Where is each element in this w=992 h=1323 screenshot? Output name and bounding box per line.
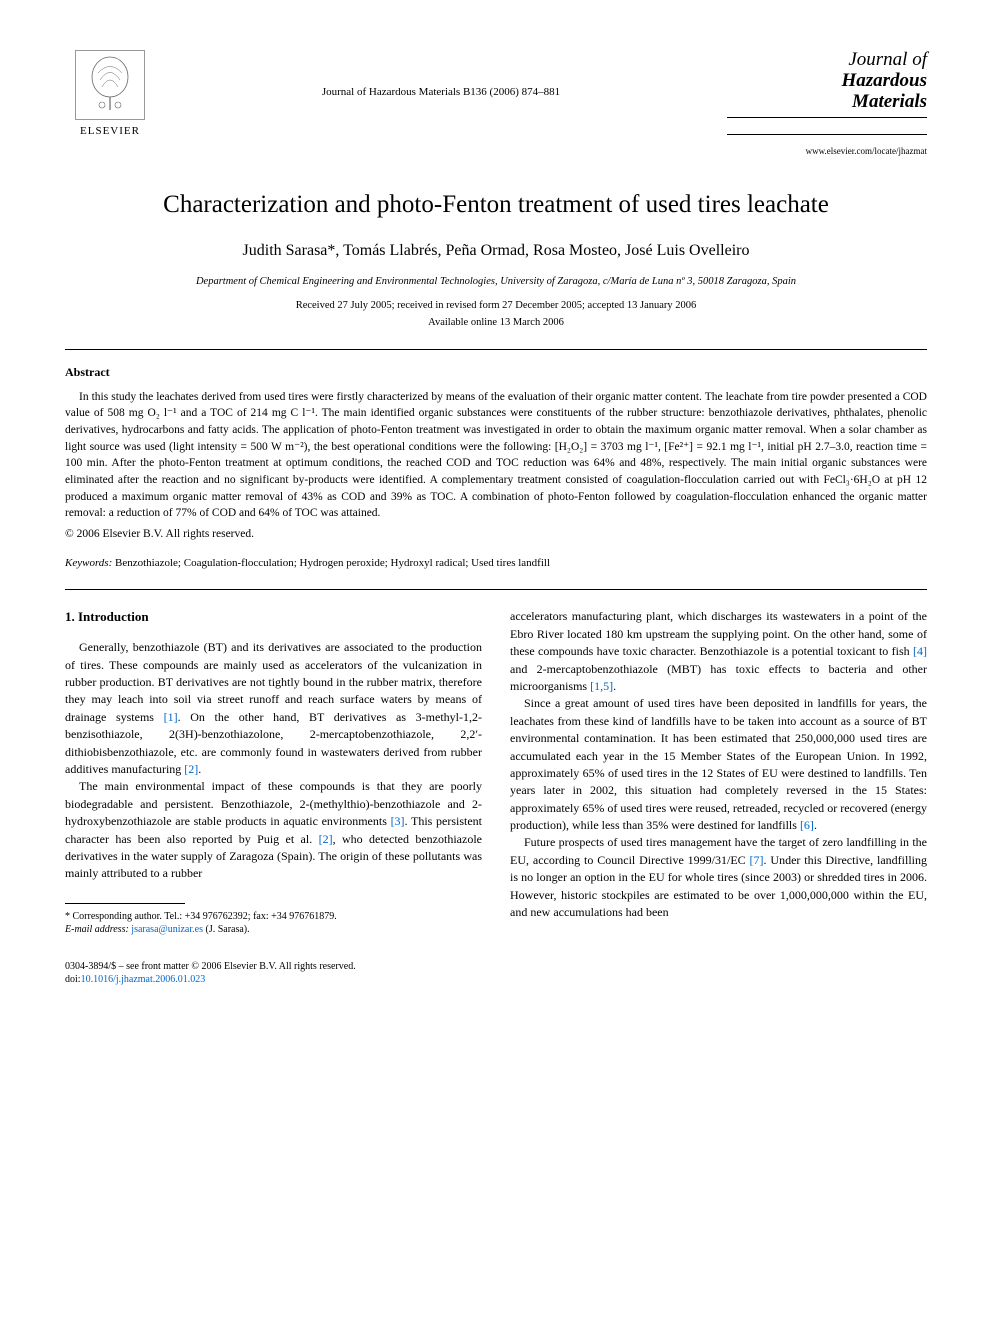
article-title: Characterization and photo-Fenton treatm…	[65, 187, 927, 222]
received-dates: Received 27 July 2005; received in revis…	[65, 299, 927, 314]
doi-line: doi:10.1016/j.jhazmat.2006.01.023	[65, 973, 927, 986]
left-column: 1. Introduction Generally, benzothiazole…	[65, 608, 482, 935]
publisher-name: ELSEVIER	[80, 124, 140, 139]
intro-heading: 1. Introduction	[65, 608, 482, 627]
doi-link[interactable]: 10.1016/j.jhazmat.2006.01.023	[81, 974, 206, 985]
right-para-3: Future prospects of used tires managemen…	[510, 834, 927, 921]
journal-title-line3: Materials	[852, 91, 927, 112]
email-link[interactable]: jsarasa@unizar.es	[131, 924, 203, 935]
page-header: ELSEVIER Journal of Hazardous Materials …	[65, 50, 927, 157]
brand-divider-2	[727, 134, 927, 135]
authors: Judith Sarasa*, Tomás Llabrés, Peña Orma…	[65, 240, 927, 262]
footnote-email-line: E-mail address: jsarasa@unizar.es (J. Sa…	[65, 923, 482, 936]
journal-title-line1: Journal of	[848, 49, 927, 70]
keywords-text: Benzothiazole; Coagulation-flocculation;…	[115, 557, 550, 569]
abstract-paragraph: In this study the leachates derived from…	[65, 389, 927, 522]
elsevier-tree-icon	[75, 50, 145, 120]
doi-label: doi:	[65, 974, 81, 985]
journal-url[interactable]: www.elsevier.com/locate/jhazmat	[727, 145, 927, 158]
ref-link-7[interactable]: [7]	[750, 853, 764, 867]
abstract-copyright: © 2006 Elsevier B.V. All rights reserved…	[65, 526, 927, 542]
ref-link-4[interactable]: [4]	[913, 644, 927, 658]
ref-link-2[interactable]: [2]	[184, 762, 198, 776]
intro-para-1: Generally, benzothiazole (BT) and its de…	[65, 639, 482, 778]
right-column: accelerators manufacturing plant, which …	[510, 608, 927, 935]
footnote-contact: * Corresponding author. Tel.: +34 976762…	[65, 910, 482, 923]
footer-info: 0304-3894/$ – see front matter © 2006 El…	[65, 960, 927, 986]
publisher-logo: ELSEVIER	[65, 50, 155, 139]
ref-link-2b[interactable]: [2]	[319, 832, 333, 846]
ref-link-15[interactable]: [1,5]	[590, 679, 613, 693]
ref-link-3[interactable]: [3]	[391, 814, 405, 828]
body-columns: 1. Introduction Generally, benzothiazole…	[65, 608, 927, 935]
abstract-heading: Abstract	[65, 364, 927, 381]
ref-link-1[interactable]: [1]	[164, 710, 178, 724]
email-label: E-mail address:	[65, 924, 129, 935]
affiliation: Department of Chemical Engineering and E…	[65, 275, 927, 290]
keywords-label: Keywords:	[65, 557, 112, 569]
journal-title: Journal of Hazardous Materials	[727, 50, 927, 113]
abstract-bottom-divider	[65, 589, 927, 590]
ref-link-6[interactable]: [6]	[800, 818, 814, 832]
journal-reference: Journal of Hazardous Materials B136 (200…	[155, 50, 727, 100]
corresponding-author-footnote: * Corresponding author. Tel.: +34 976762…	[65, 910, 482, 936]
front-matter-line: 0304-3894/$ – see front matter © 2006 El…	[65, 960, 927, 973]
available-date: Available online 13 March 2006	[65, 316, 927, 331]
journal-title-line2: Hazardous	[841, 70, 927, 91]
right-para-1: accelerators manufacturing plant, which …	[510, 608, 927, 695]
keywords-block: Keywords: Benzothiazole; Coagulation-flo…	[65, 556, 927, 571]
footnote-separator	[65, 903, 185, 904]
right-para-2: Since a great amount of used tires have …	[510, 695, 927, 834]
brand-divider-1	[727, 117, 927, 118]
journal-brand: Journal of Hazardous Materials www.elsev…	[727, 50, 927, 157]
email-suffix: (J. Sarasa).	[205, 924, 249, 935]
intro-para-2: The main environmental impact of these c…	[65, 778, 482, 882]
abstract-top-divider	[65, 349, 927, 350]
abstract-body: In this study the leachates derived from…	[65, 389, 927, 522]
